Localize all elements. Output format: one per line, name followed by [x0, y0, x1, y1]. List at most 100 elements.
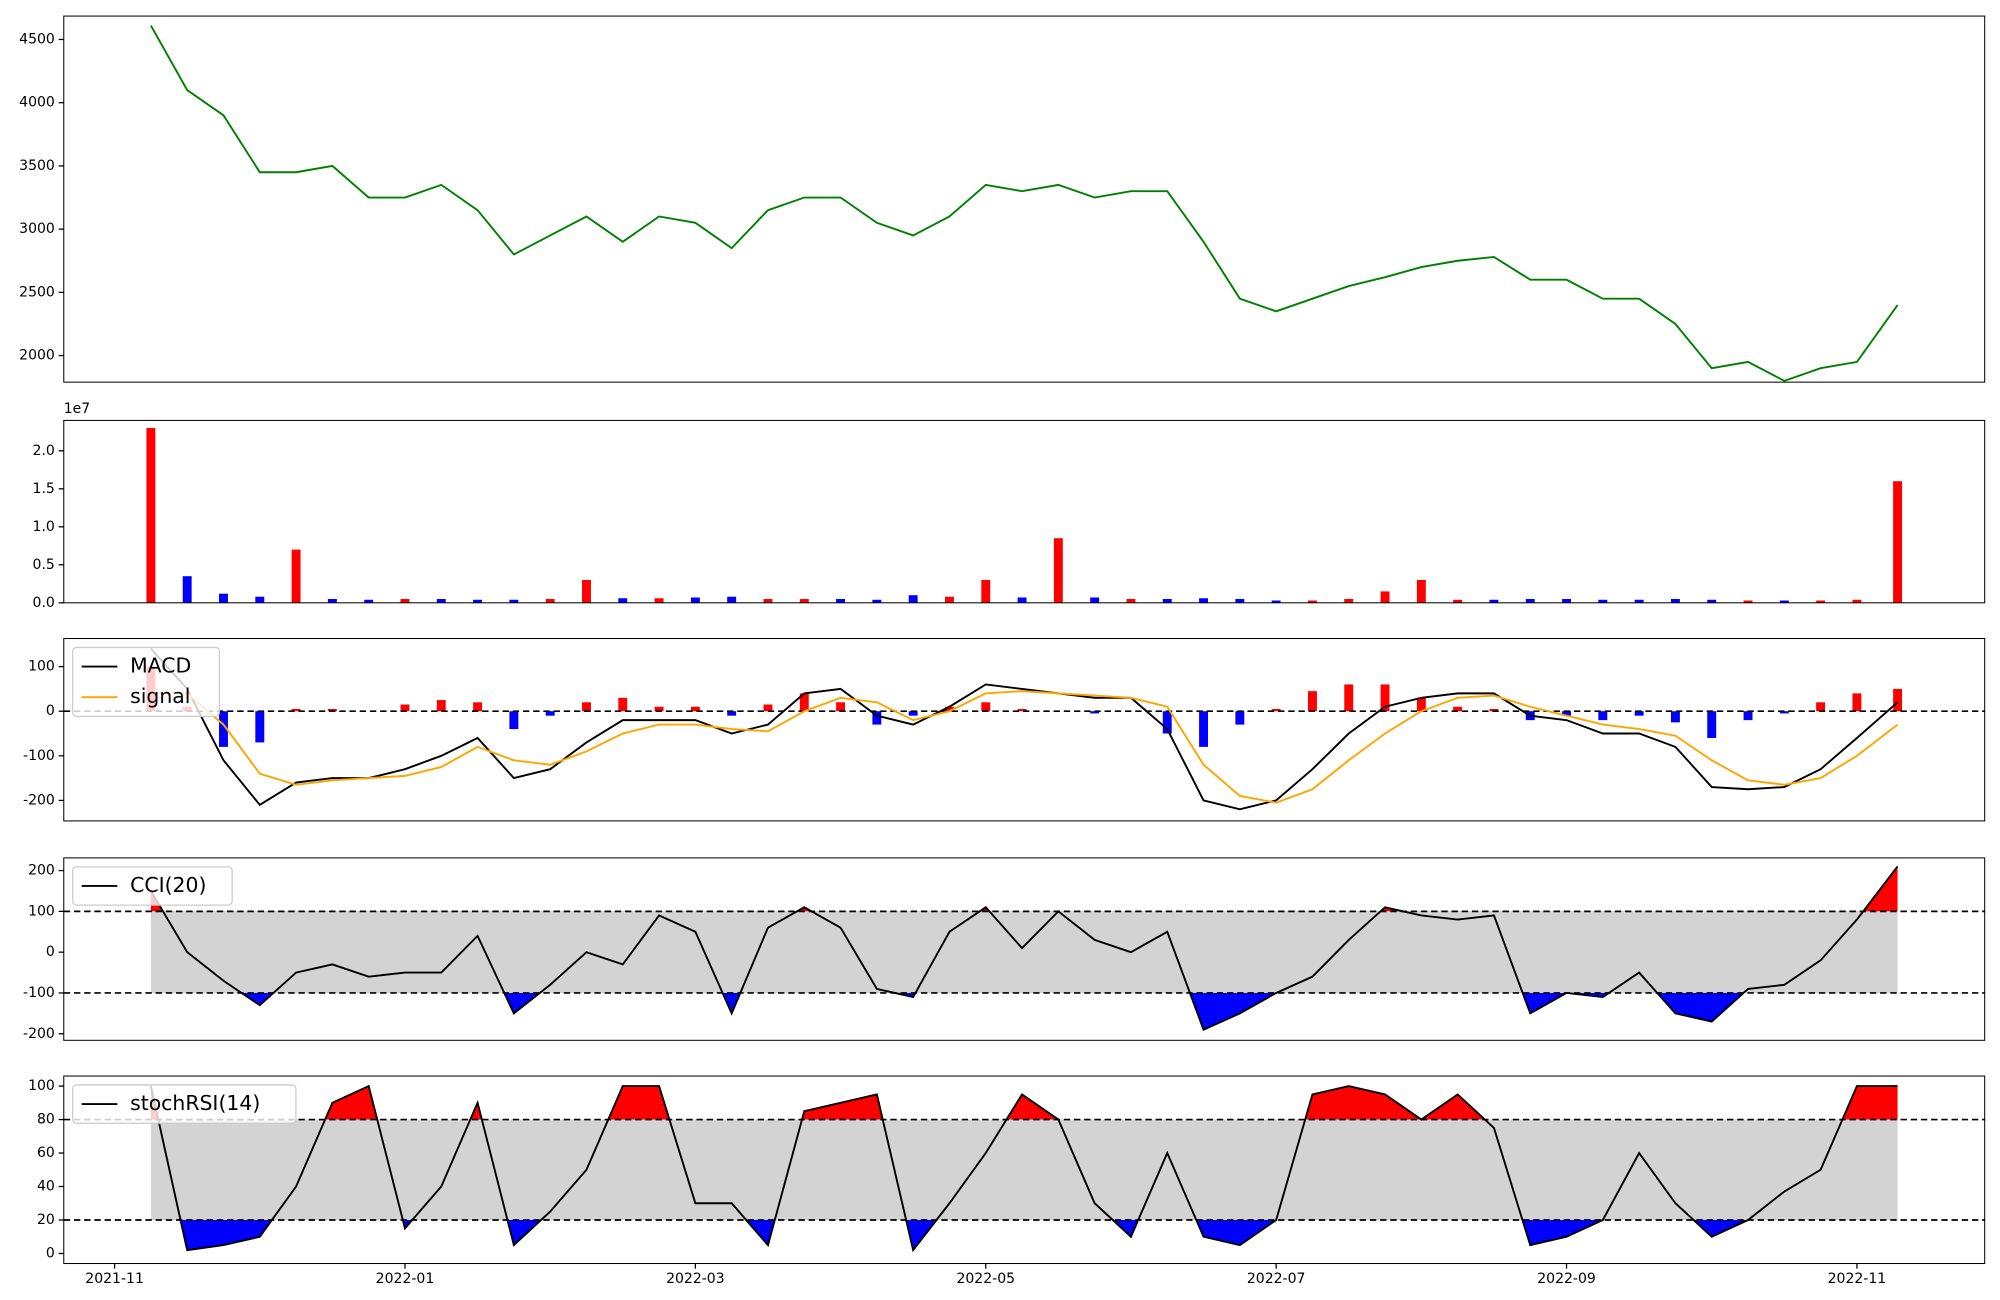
overbought-fill	[150, 1086, 1898, 1120]
histogram-bar	[944, 706, 954, 712]
histogram-bar	[1344, 684, 1354, 712]
y-tick-label: 1.0	[33, 519, 55, 535]
axes-frame	[63, 419, 1986, 604]
histogram-bar	[1380, 684, 1390, 712]
plot-area	[63, 648, 1985, 811]
bar	[400, 599, 410, 603]
line	[150, 865, 1899, 1031]
histogram-bar	[1090, 711, 1100, 714]
histogram-bar	[908, 711, 918, 716]
bar	[872, 599, 882, 603]
y-tick-label: 80	[37, 1112, 55, 1128]
legend-label: stochRSI(14)	[130, 1091, 260, 1115]
x-tick-label: 2022-01	[376, 1271, 435, 1287]
histogram-bar	[1816, 702, 1826, 712]
y-tick-label: 100	[28, 1078, 55, 1094]
plot-area	[146, 428, 1903, 603]
bar	[1525, 599, 1535, 603]
x-tick-label: 2022-09	[1537, 1271, 1596, 1287]
histogram-bar	[1707, 711, 1717, 738]
histogram-bar	[1162, 711, 1172, 734]
offset-label: 1e7	[64, 401, 90, 417]
y-tick-label: -200	[23, 1026, 55, 1042]
bar	[255, 596, 265, 603]
y-tick-label: -100	[23, 748, 55, 764]
histogram-bar	[509, 711, 519, 730]
x-tick-label: 2021-11	[85, 1271, 144, 1287]
histogram-bar	[291, 708, 301, 712]
bar	[690, 597, 700, 603]
histogram-bar	[1893, 688, 1903, 712]
bar	[1670, 599, 1680, 603]
legend-label: CCI(20)	[130, 873, 206, 897]
histogram-bar	[836, 702, 846, 712]
y-tick-label: 0	[46, 1245, 55, 1261]
histogram-bar	[327, 708, 337, 712]
y-tick-label: 0	[46, 703, 55, 719]
histogram-bar	[1307, 691, 1317, 712]
histogram-bar	[981, 702, 991, 712]
bar	[436, 599, 446, 603]
x-tick-label: 2022-03	[666, 1271, 725, 1287]
bar	[1017, 597, 1027, 603]
bar	[1562, 599, 1571, 603]
x-tick-label: 2022-07	[1247, 1271, 1306, 1287]
legend-box	[72, 866, 233, 906]
y-tick-label: 4000	[19, 95, 55, 111]
histogram-bar	[1670, 711, 1680, 723]
oversold-fill	[150, 1219, 1898, 1251]
y-tick-label: 200	[28, 863, 55, 879]
bar	[908, 595, 918, 603]
histogram-bar	[1598, 711, 1608, 721]
histogram-bar	[1199, 711, 1209, 747]
histogram-bar	[727, 711, 737, 716]
histogram-bar	[1416, 697, 1426, 712]
histogram-bar	[872, 711, 882, 725]
y-tick-label: 0.0	[33, 595, 55, 611]
y-tick-label: 40	[37, 1179, 55, 1195]
bar	[1126, 599, 1136, 603]
line	[150, 690, 1899, 804]
histogram-bar	[618, 697, 628, 712]
axes-frame	[63, 857, 1986, 1041]
y-tick-label: 100	[28, 903, 55, 919]
bar	[327, 599, 337, 603]
bar	[291, 549, 301, 603]
histogram-bar	[1852, 693, 1862, 712]
histogram-bar	[1017, 708, 1027, 712]
y-tick-label: 4500	[19, 31, 55, 47]
histogram-bar	[1779, 711, 1789, 714]
bar	[944, 596, 954, 603]
bar	[1707, 599, 1717, 603]
bar	[1816, 600, 1826, 603]
bar	[182, 576, 192, 603]
histogram-bar	[799, 693, 809, 712]
band	[150, 1119, 1898, 1220]
bar	[1634, 599, 1644, 603]
axes-frame	[63, 15, 1986, 383]
bar	[1090, 597, 1100, 603]
y-tick-label: -100	[23, 985, 55, 1001]
bar	[1271, 600, 1281, 603]
bar	[509, 599, 519, 603]
bar	[1852, 599, 1862, 603]
histogram-bar	[1489, 708, 1499, 712]
bar	[1893, 481, 1903, 603]
y-tick-label: 60	[37, 1145, 55, 1161]
line	[150, 648, 1899, 811]
bar	[1162, 599, 1172, 603]
histogram-bar	[400, 704, 410, 712]
bar	[763, 599, 773, 603]
histogram-bar	[1743, 711, 1753, 721]
y-tick-label: 20	[37, 1212, 55, 1228]
bar	[1235, 599, 1245, 603]
y-tick-label: 1.5	[33, 481, 55, 497]
bar	[1344, 599, 1354, 603]
plot-area	[63, 1084, 1985, 1253]
bar	[1598, 599, 1608, 603]
legend-box	[72, 1084, 297, 1124]
legend-box	[72, 646, 221, 717]
bar	[545, 599, 555, 603]
histogram-bar	[436, 700, 446, 712]
